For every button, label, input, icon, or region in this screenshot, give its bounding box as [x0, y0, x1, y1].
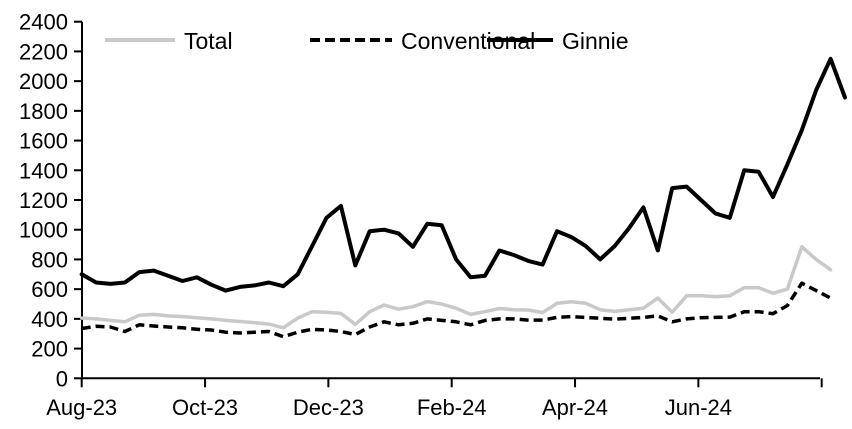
y-axis-tick-label: 1200 — [19, 188, 68, 213]
series-line-conventional — [81, 281, 832, 339]
y-axis-tick-label: 2200 — [19, 39, 68, 64]
y-axis-tick-label: 1000 — [19, 218, 68, 243]
series-line-ginnie — [79, 56, 847, 293]
legend-label-total: Total — [184, 28, 233, 54]
x-axis-tick-label: Feb-24 — [417, 395, 487, 420]
y-axis-tick-label: 800 — [31, 247, 68, 272]
y-axis-tick-label: 200 — [31, 337, 68, 362]
y-axis-tick-label: 0 — [56, 366, 68, 391]
y-axis-tick-label: 1800 — [19, 99, 68, 124]
x-axis-tick-label: Dec-23 — [293, 395, 364, 420]
series-line-total — [79, 245, 833, 330]
x-axis-tick-label: Oct-23 — [172, 395, 238, 420]
legend-label-ginnie: Ginnie — [562, 28, 628, 54]
x-axis-tick-label: Apr-24 — [542, 395, 608, 420]
y-axis-tick-label: 1600 — [19, 129, 68, 154]
y-axis-tick-label: 2000 — [19, 69, 68, 94]
y-axis-tick-label: 2400 — [19, 10, 68, 35]
y-axis-tick-label: 1400 — [19, 158, 68, 183]
y-axis-tick-label: 400 — [31, 307, 68, 332]
x-axis-tick-label: Jun-24 — [665, 395, 732, 420]
x-axis-tick-label: Aug-23 — [46, 395, 117, 420]
y-axis-tick-label: 600 — [31, 277, 68, 302]
